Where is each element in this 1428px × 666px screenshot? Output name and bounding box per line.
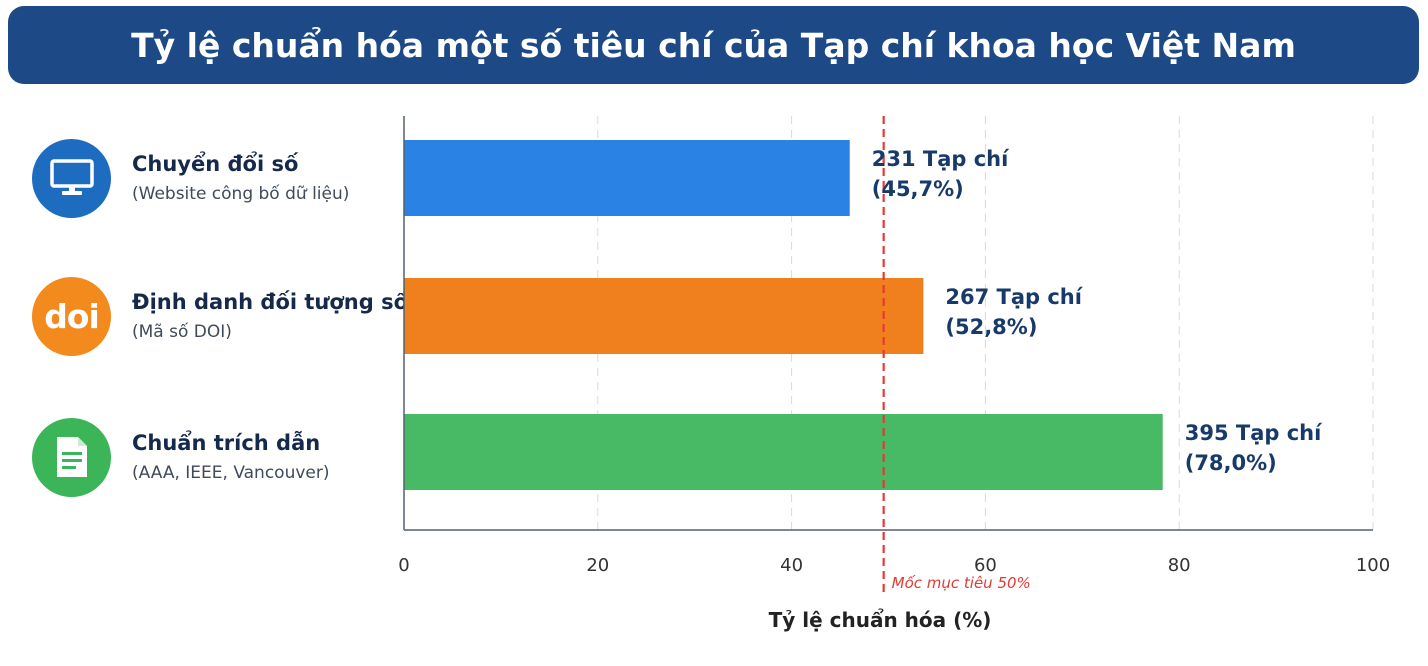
x-tick-label: 60 xyxy=(974,555,997,576)
data-label: (78,0%) xyxy=(1185,451,1277,475)
category-citation-standard: Chuẩn trích dẫn (AAA, IEEE, Vancouver) xyxy=(32,417,329,497)
category-label: Định danh đối tượng số xyxy=(132,290,409,314)
x-tick-label: 0 xyxy=(398,555,409,576)
title-banner: Tỷ lệ chuẩn hóa một số tiêu chí của Tạp … xyxy=(8,6,1419,84)
category-label: Chuyển đổi số xyxy=(132,152,299,176)
data-label: (45,7%) xyxy=(872,177,964,201)
category-label: Chuẩn trích dẫn xyxy=(132,431,321,455)
category-digital-transformation: Chuyển đổi số (Website công bố dữ liệu) xyxy=(32,138,349,218)
x-tick-label: 80 xyxy=(1168,555,1191,576)
chart-title: Tỷ lệ chuẩn hóa một số tiêu chí của Tạp … xyxy=(131,25,1296,65)
data-label: 267 Tạp chí xyxy=(945,285,1083,309)
category-sublabel: (Mã số DOI) xyxy=(132,322,232,342)
monitor-icon xyxy=(32,138,111,218)
data-label: 395 Tạp chí xyxy=(1185,421,1323,445)
bar xyxy=(404,414,1163,490)
category-sublabel: (Website công bố dữ liệu) xyxy=(132,184,350,204)
x-tick-label: 40 xyxy=(780,555,803,576)
doi-icon: doi xyxy=(32,276,111,356)
x-axis-title: Tỷ lệ chuẩn hóa (%) xyxy=(768,608,992,632)
doi-icon-text: doi xyxy=(44,296,100,336)
category-sublabel: (AAA, IEEE, Vancouver) xyxy=(132,463,330,483)
x-tick-label: 100 xyxy=(1356,555,1390,576)
reference-line-label: Mốc mục tiêu 50% xyxy=(892,574,1031,592)
x-tick-label: 20 xyxy=(586,555,609,576)
data-label: 231 Tạp chí xyxy=(872,147,1010,171)
bar xyxy=(404,140,850,216)
data-label: (52,8%) xyxy=(945,315,1037,339)
category-doi: doi Định danh đối tượng số (Mã số DOI) xyxy=(32,276,408,356)
bar xyxy=(404,278,924,354)
document-icon xyxy=(32,417,111,497)
